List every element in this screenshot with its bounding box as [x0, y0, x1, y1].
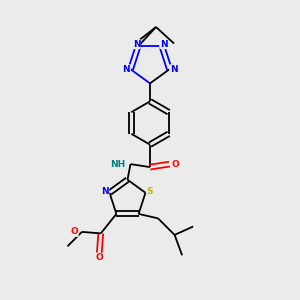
Text: N: N — [133, 40, 140, 49]
Text: N: N — [101, 187, 109, 196]
Text: N: N — [170, 65, 177, 74]
Text: N: N — [123, 65, 130, 74]
Text: O: O — [70, 227, 78, 236]
Text: NH: NH — [110, 160, 125, 169]
Text: O: O — [95, 253, 103, 262]
Text: S: S — [147, 187, 153, 196]
Text: O: O — [171, 160, 179, 169]
Text: N: N — [160, 40, 167, 49]
